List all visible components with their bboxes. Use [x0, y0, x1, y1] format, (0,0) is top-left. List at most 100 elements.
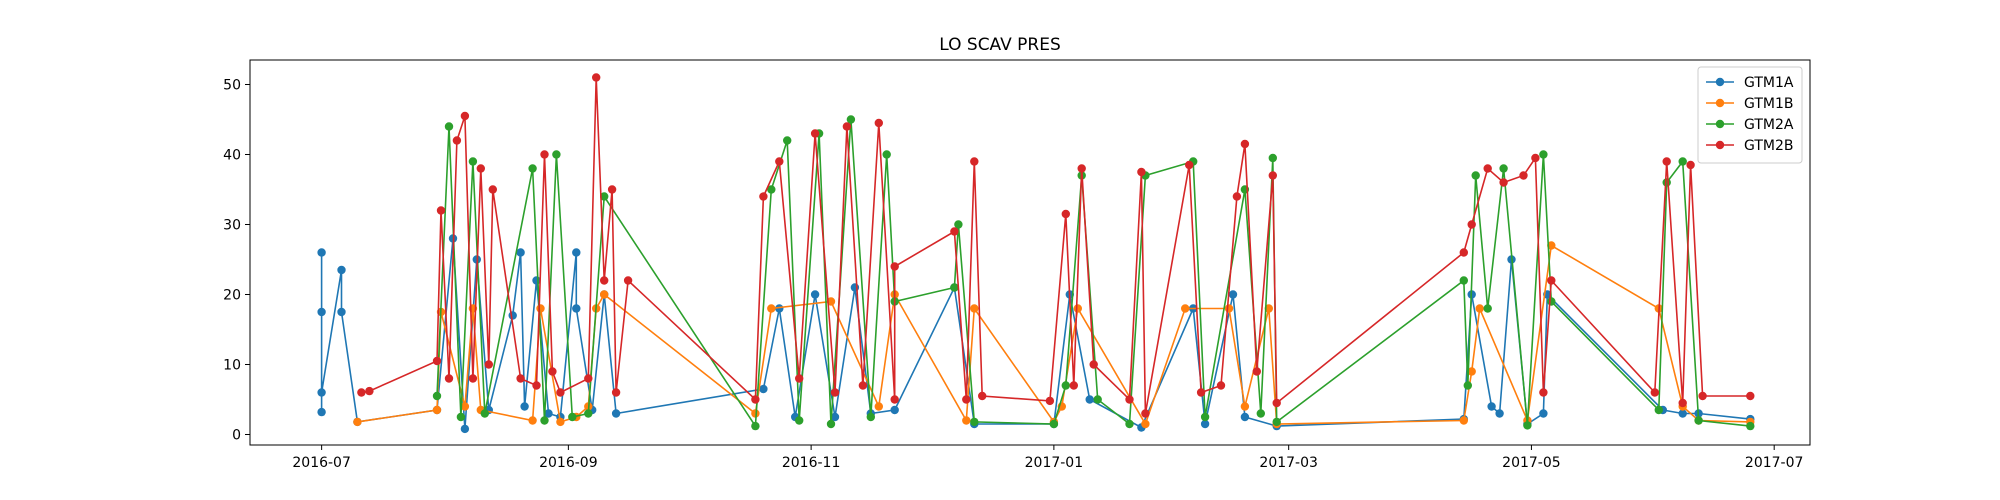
data-point — [1185, 160, 1194, 170]
data-point — [1499, 178, 1508, 187]
data-point — [540, 150, 549, 159]
data-point — [890, 262, 899, 271]
data-point — [353, 417, 362, 427]
data-point — [751, 409, 760, 418]
data-point — [452, 136, 462, 145]
data-point — [460, 111, 470, 121]
data-point — [584, 374, 593, 383]
series-layer — [317, 73, 1755, 434]
data-point — [528, 416, 537, 425]
data-point — [1694, 416, 1703, 425]
data-point — [1523, 421, 1532, 430]
data-point — [846, 115, 856, 124]
data-point — [1487, 402, 1496, 411]
data-point — [882, 150, 891, 159]
y-tick-label: 30 — [223, 218, 241, 234]
data-point — [1252, 367, 1262, 376]
data-point — [1483, 164, 1492, 173]
data-point — [1196, 388, 1206, 397]
data-point — [1459, 416, 1469, 425]
y-axis: 0 10 20 30 40 50 — [223, 78, 250, 444]
data-point — [600, 276, 609, 285]
data-point — [751, 421, 760, 431]
data-point — [1272, 417, 1281, 427]
data-point — [1272, 398, 1281, 408]
data-point — [516, 248, 525, 257]
data-point — [1085, 395, 1094, 404]
data-point — [810, 290, 820, 299]
series-gtm2b — [357, 73, 1755, 418]
x-tick-label: 2017-01 — [1025, 455, 1084, 471]
data-point — [572, 304, 581, 313]
data-point — [357, 388, 366, 397]
data-point — [1678, 157, 1687, 166]
data-point — [317, 307, 326, 317]
data-point — [1662, 178, 1671, 187]
data-point — [1045, 396, 1055, 406]
data-point — [1240, 139, 1250, 149]
data-point — [1547, 276, 1556, 285]
legend-marker — [1715, 140, 1725, 150]
data-point — [1678, 409, 1687, 418]
data-point — [1686, 160, 1695, 170]
data-point — [488, 185, 497, 194]
data-point — [568, 412, 577, 422]
data-point — [532, 381, 541, 390]
data-point — [842, 122, 852, 131]
data-point — [456, 412, 466, 422]
data-point — [962, 395, 971, 404]
data-point — [1483, 304, 1492, 313]
data-point — [1264, 304, 1274, 313]
data-point — [1495, 409, 1504, 418]
data-point — [540, 416, 549, 425]
data-point — [1216, 381, 1226, 390]
data-point — [795, 416, 804, 425]
series-gtm2a — [432, 115, 1755, 431]
data-point — [1125, 395, 1134, 404]
data-point — [516, 374, 525, 383]
data-point — [890, 405, 899, 415]
data-point — [1200, 419, 1210, 429]
plot-frame — [249, 59, 1811, 446]
data-point — [1467, 367, 1476, 376]
legend-marker — [1715, 77, 1725, 87]
data-point — [468, 374, 478, 383]
data-point — [1125, 419, 1134, 429]
data-point — [607, 185, 617, 194]
data-point — [1463, 381, 1473, 390]
data-point — [556, 388, 565, 397]
data-point — [337, 265, 346, 275]
data-point — [508, 311, 517, 320]
data-point — [970, 417, 979, 427]
data-point — [432, 391, 442, 401]
data-point — [528, 164, 537, 173]
data-point — [544, 409, 553, 418]
x-tick-label: 2017-07 — [1745, 455, 1804, 471]
data-point — [600, 290, 609, 299]
data-point — [1228, 290, 1238, 299]
data-point — [600, 192, 609, 201]
data-point — [954, 220, 963, 229]
data-point — [1547, 297, 1556, 306]
data-point — [1077, 164, 1086, 173]
data-point — [460, 402, 470, 411]
data-point — [1137, 167, 1146, 177]
data-point — [1069, 381, 1079, 390]
data-point — [1459, 276, 1469, 285]
x-axis: 2016-07 2016-09 2016-11 2017-01 2017-03 2017-… — [292, 445, 1803, 471]
data-point — [611, 388, 621, 397]
legend-marker — [1715, 98, 1725, 108]
data-point — [810, 129, 820, 138]
data-point — [365, 386, 374, 396]
y-tick-label: 0 — [232, 428, 241, 444]
data-point — [1650, 388, 1660, 397]
data-point — [775, 304, 784, 313]
legend-label: GTM1B — [1744, 96, 1794, 112]
data-point — [751, 395, 760, 404]
x-tick-label: 2016-11 — [782, 455, 841, 471]
data-point — [830, 388, 840, 397]
data-point — [584, 409, 593, 418]
data-point — [1256, 409, 1266, 418]
data-point — [572, 248, 581, 257]
